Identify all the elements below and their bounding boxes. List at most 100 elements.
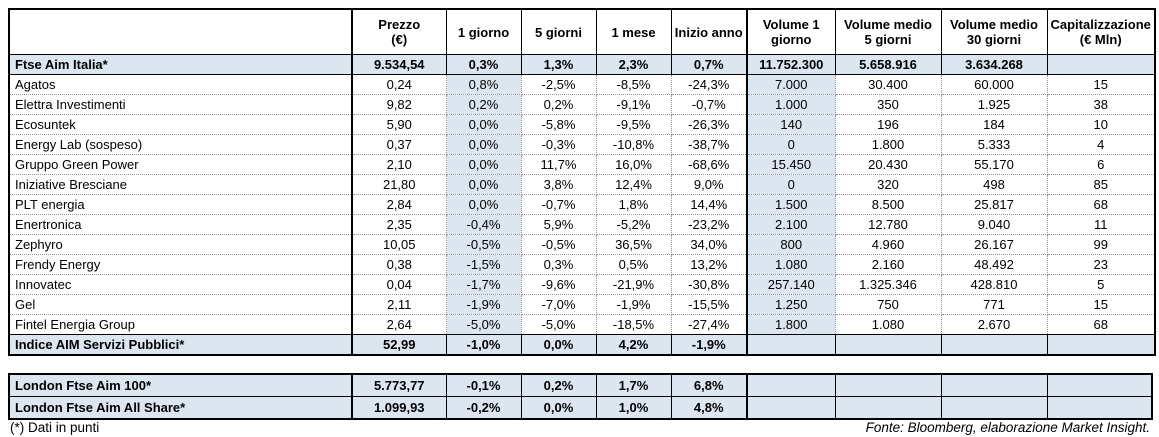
cell-cap: 99 [1046, 234, 1156, 255]
row-name: Elettra Investimenti [8, 94, 353, 115]
stock-row: Enertronica 2,35 -0,4% 5,9% -5,2% -23,2% 2.100… [8, 214, 1156, 235]
stock-row: Agatos 0,24 0,8% -2,5% -8,5% -24,3% 7.000 30.40… [8, 74, 1156, 95]
row-name: Ecosuntek [8, 114, 353, 135]
row-name: Frendy Energy [8, 254, 353, 275]
cell-g1: -1,9% [445, 294, 522, 315]
cell-prezzo: 2,35 [351, 214, 447, 235]
cell-g5: -7,0% [520, 294, 597, 315]
cell-m1: 16,0% [595, 154, 672, 175]
source-note: Fonte: Bloomberg, elaborazione Market In… [865, 420, 1150, 435]
row-name: Fintel Energia Group [8, 314, 353, 335]
cell-v1: 0 [746, 134, 836, 155]
cell-g5: 5,9% [520, 214, 597, 235]
cell-g5: -5,0% [520, 314, 597, 335]
cell-v5: 196 [834, 114, 942, 135]
cell-v1 [746, 334, 836, 356]
cell-cap [1046, 334, 1156, 356]
cell-anno: -38,7% [670, 134, 748, 155]
aim-italia-energy-table: Prezzo (€) 1 giorno 5 giorni 1 mese Iniz… [8, 8, 1156, 356]
header-1-mese: 1 mese [595, 8, 672, 55]
cell-v1: 1.250 [746, 294, 836, 315]
cell-v1 [746, 396, 836, 420]
header-empty [8, 8, 353, 55]
cell-g5: -2,5% [520, 74, 597, 95]
cell-anno: -24,3% [670, 74, 748, 95]
header-capitalizzazione: Capitalizzazione (€ Mln) [1046, 8, 1156, 55]
cell-cap: 4 [1046, 134, 1156, 155]
index-row: Ftse Aim Italia* 9.534,54 0,3% 1,3% 2,3% 0,7%… [8, 54, 1156, 75]
cell-cap [1046, 373, 1153, 397]
london-table-body: London Ftse Aim 100* 5.773,77 -0,1% 0,2% 1,7… [8, 373, 1153, 420]
cell-g1: -1,0% [445, 334, 522, 356]
cell-v5: 350 [834, 94, 942, 115]
header-row: Prezzo (€) 1 giorno 5 giorni 1 mese Iniz… [8, 8, 1156, 55]
cell-prezzo: 10,05 [351, 234, 447, 255]
row-name: Indice AIM Servizi Pubblici* [8, 334, 353, 356]
cell-v5: 4.960 [834, 234, 942, 255]
cell-g5: -9,6% [520, 274, 597, 295]
cell-v30 [940, 373, 1048, 397]
cell-anno: -68,6% [670, 154, 748, 175]
cell-g1: -5,0% [445, 314, 522, 335]
stock-row: Frendy Energy 0,38 -1,5% 0,3% 0,5% 13,2% 1.080… [8, 254, 1156, 275]
cell-prezzo: 0,04 [351, 274, 447, 295]
cell-anno: -1,9% [670, 334, 748, 356]
stock-row: Fintel Energia Group 2,64 -5,0% -5,0% -18,5%… [8, 314, 1156, 335]
row-name: London Ftse Aim 100* [8, 373, 353, 397]
cell-g5: -0,5% [520, 234, 597, 255]
row-name: PLT energia [8, 194, 353, 215]
cell-v30: 428.810 [940, 274, 1048, 295]
cell-prezzo: 52,99 [351, 334, 447, 356]
cell-g1: 0,2% [445, 94, 522, 115]
row-name: Agatos [8, 74, 353, 95]
cell-v30: 25.817 [940, 194, 1048, 215]
cell-cap [1046, 396, 1153, 420]
cell-anno: 9,0% [670, 174, 748, 195]
cell-g5: -0,7% [520, 194, 597, 215]
stock-row: Elettra Investimenti 9,82 0,2% 0,2% -9,1% -0,… [8, 94, 1156, 115]
row-name: Energy Lab (sospeso) [8, 134, 353, 155]
row-name: Iniziative Bresciane [8, 174, 353, 195]
cell-v5: 320 [834, 174, 942, 195]
stock-row: PLT energia 2,84 0,0% -0,7% 1,8% 14,4% 1.500 8.… [8, 194, 1156, 215]
cell-g5: 0,0% [520, 396, 597, 420]
cell-v5: 1.800 [834, 134, 942, 155]
cell-v30: 60.000 [940, 74, 1048, 95]
cell-prezzo: 0,24 [351, 74, 447, 95]
cell-g5: 11,7% [520, 154, 597, 175]
table-body: Ftse Aim Italia* 9.534,54 0,3% 1,3% 2,3% 0,7%… [8, 54, 1156, 356]
cell-v30: 498 [940, 174, 1048, 195]
stock-row: Innovatec 0,04 -1,7% -9,6% -21,9% -30,8% 257.1… [8, 274, 1156, 295]
cell-cap: 23 [1046, 254, 1156, 275]
cell-prezzo: 21,80 [351, 174, 447, 195]
cell-v30: 55.170 [940, 154, 1048, 175]
row-name: Innovatec [8, 274, 353, 295]
header-5-giorni: 5 giorni [520, 8, 597, 55]
cell-cap: 15 [1046, 74, 1156, 95]
cell-anno: -30,8% [670, 274, 748, 295]
cell-v1: 1.000 [746, 94, 836, 115]
header-volume-1-giorno: Volume 1 giorno [746, 8, 836, 55]
footer: (*) Dati in punti Fonte: Bloomberg, elab… [10, 420, 1150, 435]
cell-v5: 750 [834, 294, 942, 315]
cell-m1: -21,9% [595, 274, 672, 295]
cell-cap: 11 [1046, 214, 1156, 235]
cell-g1: 0,8% [445, 74, 522, 95]
cell-g1: -0,1% [445, 373, 522, 397]
row-name: Gel [8, 294, 353, 315]
cell-g1: -0,2% [445, 396, 522, 420]
cell-v30: 771 [940, 294, 1048, 315]
cell-g5: 1,3% [520, 54, 597, 75]
cell-g1: -1,7% [445, 274, 522, 295]
cell-g5: 3,8% [520, 174, 597, 195]
cell-cap: 38 [1046, 94, 1156, 115]
cell-v1: 140 [746, 114, 836, 135]
cell-cap: 68 [1046, 314, 1156, 335]
cell-prezzo: 0,37 [351, 134, 447, 155]
cell-anno: -27,4% [670, 314, 748, 335]
cell-v5 [834, 334, 942, 356]
cell-v30: 3.634.268 [940, 54, 1048, 75]
header-volume-medio-30: Volume medio 30 giorni [940, 8, 1048, 55]
cell-v1: 7.000 [746, 74, 836, 95]
cell-v5: 1.080 [834, 314, 942, 335]
